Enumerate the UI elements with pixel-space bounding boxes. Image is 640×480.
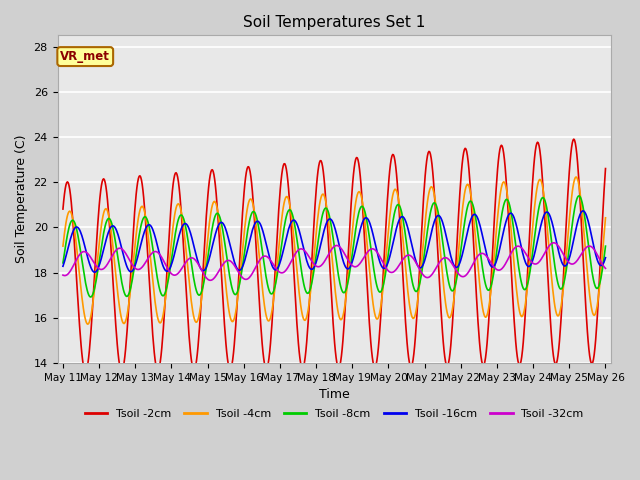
Legend: Tsoil -2cm, Tsoil -4cm, Tsoil -8cm, Tsoil -16cm, Tsoil -32cm: Tsoil -2cm, Tsoil -4cm, Tsoil -8cm, Tsoi… [80,404,588,423]
Text: VR_met: VR_met [60,50,110,63]
X-axis label: Time: Time [319,388,349,401]
Title: Soil Temperatures Set 1: Soil Temperatures Set 1 [243,15,426,30]
Y-axis label: Soil Temperature (C): Soil Temperature (C) [15,135,28,264]
